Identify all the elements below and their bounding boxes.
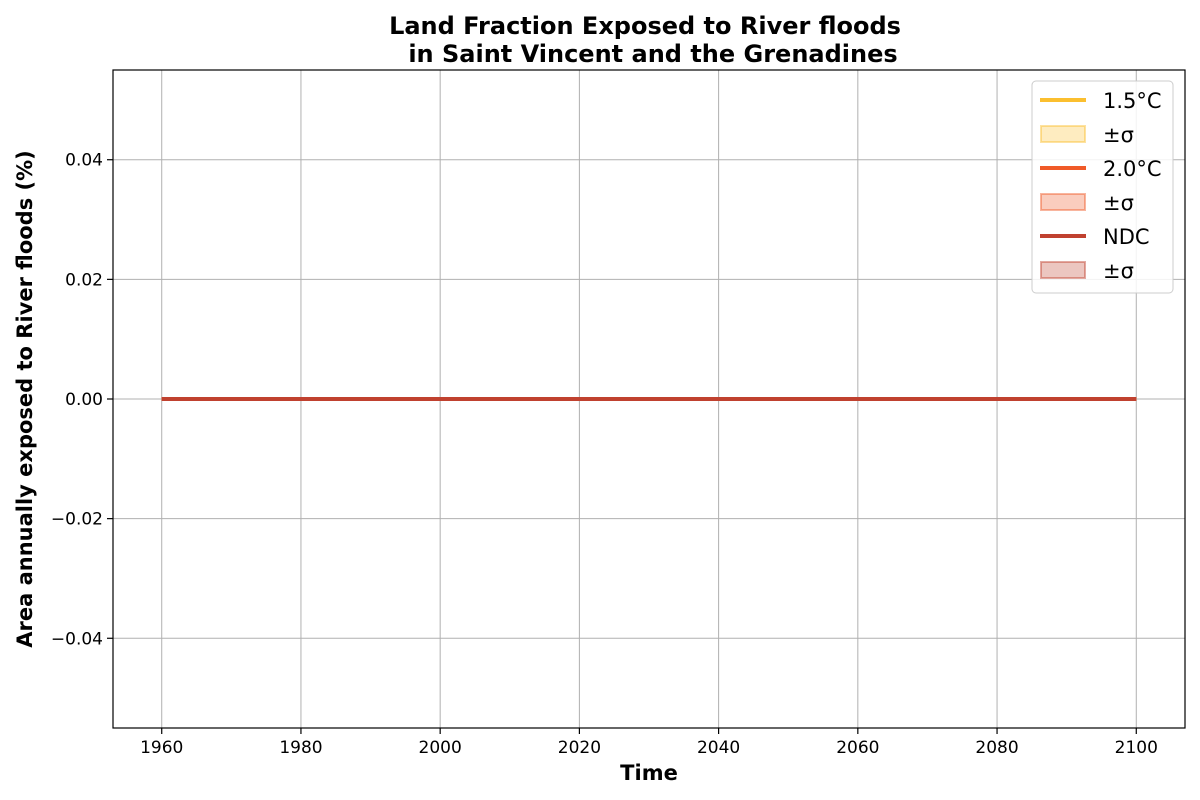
- legend-band-label: ±σ: [1103, 259, 1134, 283]
- y-tick-label: 0.02: [65, 270, 103, 290]
- y-tick-label: 0.04: [65, 151, 103, 171]
- x-axis: 1960 1980 2000 2020 2040 2060 2080 2100: [140, 728, 1158, 758]
- legend-band-swatch: [1040, 125, 1086, 143]
- x-tick-label: 1980: [279, 738, 322, 758]
- legend-band-swatch: [1040, 193, 1086, 211]
- legend-band-label: ±σ: [1103, 123, 1134, 147]
- legend-label: NDC: [1103, 225, 1150, 249]
- x-tick-label: 2080: [975, 738, 1018, 758]
- legend-band-label: ±σ: [1103, 191, 1134, 215]
- y-axis-label: Area annually exposed to River floods (%…: [13, 150, 37, 648]
- x-tick-label: 2040: [697, 738, 740, 758]
- x-tick-label: 1960: [140, 738, 183, 758]
- legend-label: 2.0°C: [1103, 157, 1162, 181]
- x-tick-label: 2100: [1115, 738, 1158, 758]
- chart-title-line-1: Land Fraction Exposed to River floods: [389, 12, 901, 40]
- y-tick-label: 0.00: [65, 390, 103, 410]
- legend-band-swatch: [1040, 261, 1086, 279]
- chart-title-line-2: in Saint Vincent and the Grenadines: [408, 40, 897, 68]
- y-axis: −0.04 −0.02 0.00 0.02 0.04: [51, 151, 113, 649]
- legend-label: 1.5°C: [1103, 89, 1162, 113]
- y-tick-label: −0.02: [51, 510, 103, 530]
- x-tick-label: 2000: [419, 738, 462, 758]
- x-axis-label: Time: [620, 761, 678, 785]
- y-tick-label: −0.04: [51, 629, 103, 649]
- x-tick-label: 2020: [558, 738, 601, 758]
- legend: 1.5°C ±σ 2.0°C ±σ NDC ±σ: [1031, 80, 1174, 294]
- x-tick-label: 2060: [836, 738, 879, 758]
- legend-frame: [1031, 80, 1174, 294]
